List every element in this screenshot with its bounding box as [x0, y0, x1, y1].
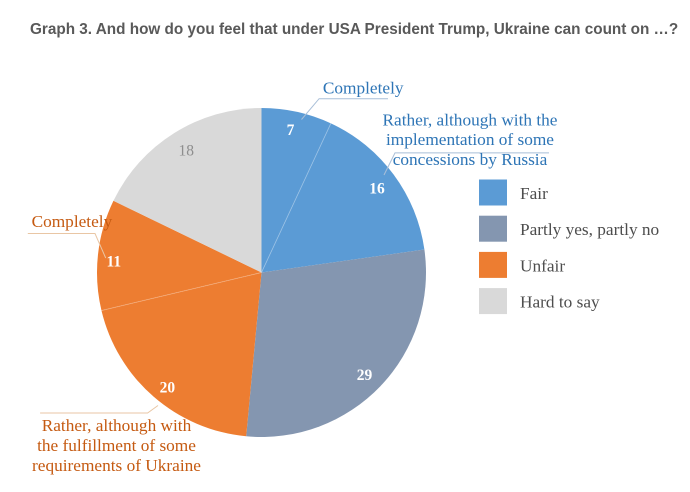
svg-text:Completely: Completely — [32, 212, 113, 231]
svg-text:Rather, although with: Rather, although with — [42, 416, 192, 435]
svg-text:20: 20 — [160, 380, 176, 397]
svg-text:Fair: Fair — [520, 184, 548, 203]
svg-text:the fulfillment of some: the fulfillment of some — [37, 436, 196, 455]
svg-text:29: 29 — [357, 367, 373, 384]
svg-text:Unfair: Unfair — [520, 256, 565, 275]
svg-text:7: 7 — [287, 122, 295, 139]
svg-text:implementation of some: implementation of some — [386, 130, 554, 149]
svg-text:concessions by Russia: concessions by Russia — [393, 150, 548, 169]
svg-text:Completely: Completely — [323, 79, 404, 98]
svg-text:requirements of Ukraine: requirements of Ukraine — [32, 456, 201, 475]
svg-text:Graph 3. And how do you feel t: Graph 3. And how do you feel that under … — [30, 21, 678, 38]
svg-text:Partly yes, partly no: Partly yes, partly no — [520, 220, 659, 239]
svg-text:18: 18 — [178, 143, 194, 160]
svg-text:Rather, although with the: Rather, although with the — [383, 110, 558, 129]
svg-text:16: 16 — [369, 181, 385, 198]
svg-text:Hard to say: Hard to say — [520, 293, 600, 312]
svg-text:11: 11 — [106, 254, 121, 271]
